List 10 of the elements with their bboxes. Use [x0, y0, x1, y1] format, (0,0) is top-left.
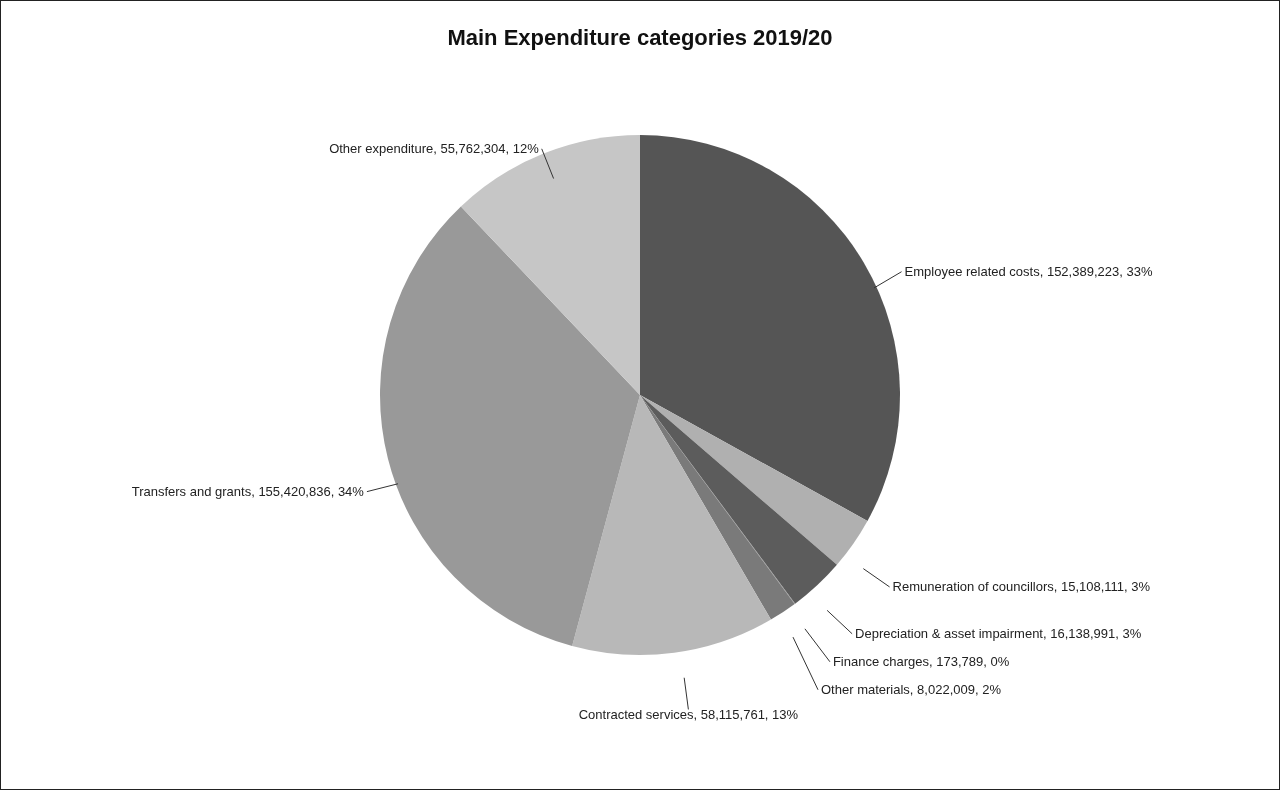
chart-title: Main Expenditure categories 2019/20	[447, 25, 833, 50]
slice-label: Contracted services, 58,115,761, 13%	[578, 707, 799, 723]
slice-label: Finance charges, 173,789, 0%	[832, 653, 1010, 669]
slice-label: Other expenditure, 55,762,304, 12%	[329, 140, 540, 156]
slice-label: Remuneration of councillors, 15,108,111, 3%	[892, 578, 1151, 594]
slice-label: Transfers and grants, 155,420,836, 34%	[131, 483, 365, 499]
slice-label: Employee related costs, 152,389,223, 33%	[904, 263, 1153, 279]
slice-label: Depreciation & asset impairment, 16,138,991, 3%	[855, 625, 1142, 641]
slice-label: Other materials, 8,022,009, 2%	[821, 681, 1002, 697]
pie-slice	[380, 206, 640, 646]
